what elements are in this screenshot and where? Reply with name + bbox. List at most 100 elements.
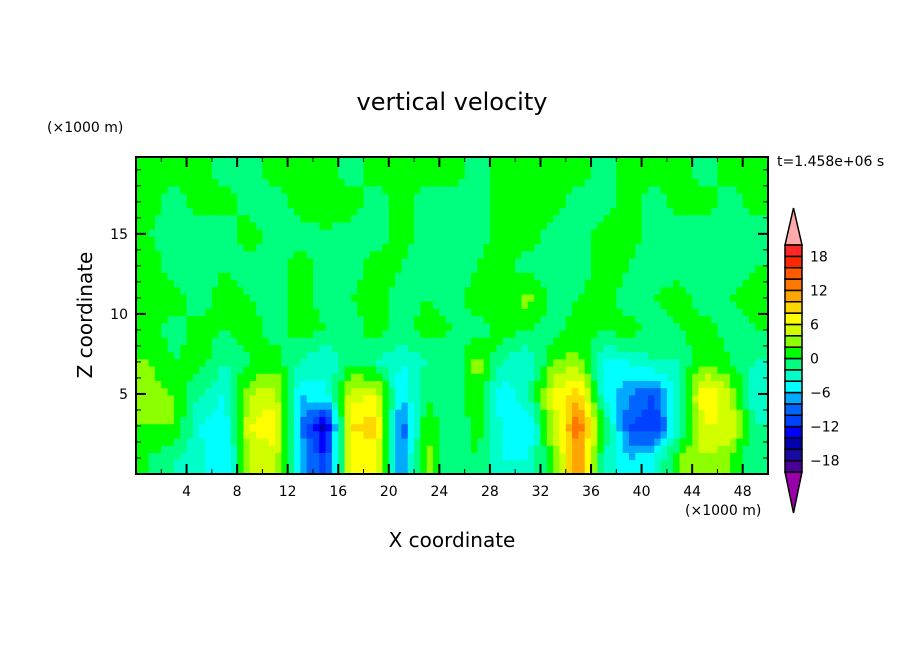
- heatmap-cell: [142, 250, 150, 259]
- heatmap-cell: [502, 351, 510, 360]
- heatmap-cell: [325, 214, 333, 223]
- heatmap-cell: [641, 157, 649, 165]
- heatmap-cell: [635, 236, 643, 245]
- heatmap-cell: [275, 243, 282, 252]
- heatmap-cell: [148, 466, 156, 475]
- heatmap-cell: [230, 437, 238, 446]
- heatmap-cell: [148, 380, 156, 389]
- heatmap-cell: [218, 272, 226, 281]
- heatmap-cell: [584, 243, 592, 252]
- heatmap-cell: [628, 279, 636, 288]
- heatmap-cell: [635, 358, 643, 367]
- heatmap-cell: [565, 445, 573, 453]
- heatmap-cell: [167, 229, 175, 237]
- heatmap-cell: [281, 236, 289, 245]
- heatmap-cell: [685, 272, 693, 281]
- heatmap-cell: [610, 344, 617, 353]
- heatmap-cell: [142, 358, 150, 367]
- heatmap-cell: [281, 437, 289, 446]
- heatmap-cell: [654, 200, 662, 209]
- heatmap-cell: [698, 394, 706, 403]
- heatmap-cell: [388, 250, 396, 259]
- colorbar-under-triangle: [784, 471, 803, 514]
- heatmap-cell: [521, 293, 529, 302]
- heatmap-cell: [192, 452, 200, 461]
- heatmap-cell: [237, 185, 245, 194]
- heatmap-cell: [679, 157, 687, 165]
- heatmap-cell: [186, 257, 194, 266]
- heatmap-cell: [249, 322, 257, 331]
- heatmap-cell: [281, 459, 289, 468]
- heatmap-cell: [363, 387, 371, 396]
- heatmap-cell: [445, 445, 453, 453]
- heatmap-cell: [369, 322, 377, 331]
- heatmap-cell: [338, 236, 346, 245]
- heatmap-cell: [508, 394, 516, 403]
- heatmap-cell: [483, 214, 491, 223]
- heatmap-cell: [237, 279, 245, 288]
- heatmap-cell: [565, 329, 573, 338]
- heatmap-cell: [136, 416, 143, 425]
- heatmap-cell: [464, 466, 472, 475]
- heatmap-cell: [395, 236, 403, 245]
- heatmap-cell: [173, 293, 181, 302]
- heatmap-cell: [224, 365, 232, 374]
- heatmap-cell: [591, 365, 598, 374]
- heatmap-cell: [376, 409, 384, 417]
- heatmap-cell: [610, 430, 617, 439]
- heatmap-cell: [496, 315, 504, 324]
- heatmap-cell: [515, 272, 523, 281]
- heatmap-cell: [572, 243, 579, 252]
- heatmap-cell: [357, 279, 365, 288]
- heatmap-cell: [489, 265, 497, 273]
- heatmap-cell: [192, 257, 200, 266]
- heatmap-cell: [161, 250, 169, 259]
- heatmap-cell: [527, 214, 535, 223]
- heatmap-cell: [654, 214, 662, 223]
- heatmap-cell: [401, 221, 409, 230]
- heatmap-cell: [414, 185, 421, 194]
- heatmap-cell: [414, 380, 421, 389]
- heatmap-cell: [256, 459, 263, 468]
- heatmap-cell: [673, 301, 681, 309]
- heatmap-cell: [483, 344, 491, 353]
- heatmap-cell: [666, 185, 674, 194]
- heatmap-cell: [167, 293, 175, 302]
- heatmap-cell: [363, 365, 371, 374]
- heatmap-cell: [350, 437, 358, 446]
- heatmap-cell: [584, 466, 592, 475]
- heatmap-cell: [205, 250, 213, 259]
- heatmap-cell: [445, 243, 453, 252]
- heatmap-cell: [622, 365, 630, 374]
- heatmap-cell: [597, 437, 605, 446]
- heatmap-cell: [673, 171, 681, 180]
- heatmap-cell: [243, 257, 251, 266]
- heatmap-cell: [502, 207, 510, 216]
- heatmap-cell: [483, 236, 491, 245]
- heatmap-cell: [742, 236, 750, 245]
- heatmap-cell: [679, 301, 687, 309]
- heatmap-cell: [256, 365, 263, 374]
- heatmap-cell: [439, 214, 447, 223]
- heatmap-cell: [483, 452, 491, 461]
- heatmap-cell: [616, 178, 624, 187]
- heatmap-cell: [641, 373, 649, 381]
- heatmap-cell: [433, 221, 440, 230]
- heatmap-cell: [142, 315, 150, 324]
- heatmap-cell: [205, 459, 213, 468]
- heatmap-cell: [452, 380, 459, 389]
- heatmap-cell: [426, 272, 434, 281]
- heatmap-cell: [426, 466, 434, 475]
- heatmap-cell: [426, 445, 434, 453]
- heatmap-cell: [622, 301, 630, 309]
- heatmap-cell: [597, 380, 605, 389]
- heatmap-cell: [224, 437, 232, 446]
- heatmap-cell: [230, 315, 238, 324]
- heatmap-cell: [755, 286, 763, 295]
- heatmap-cell: [666, 207, 674, 216]
- heatmap-cell: [464, 373, 472, 381]
- heatmap-cell: [167, 437, 175, 446]
- heatmap-cell: [515, 358, 523, 367]
- heatmap-cell: [755, 466, 763, 475]
